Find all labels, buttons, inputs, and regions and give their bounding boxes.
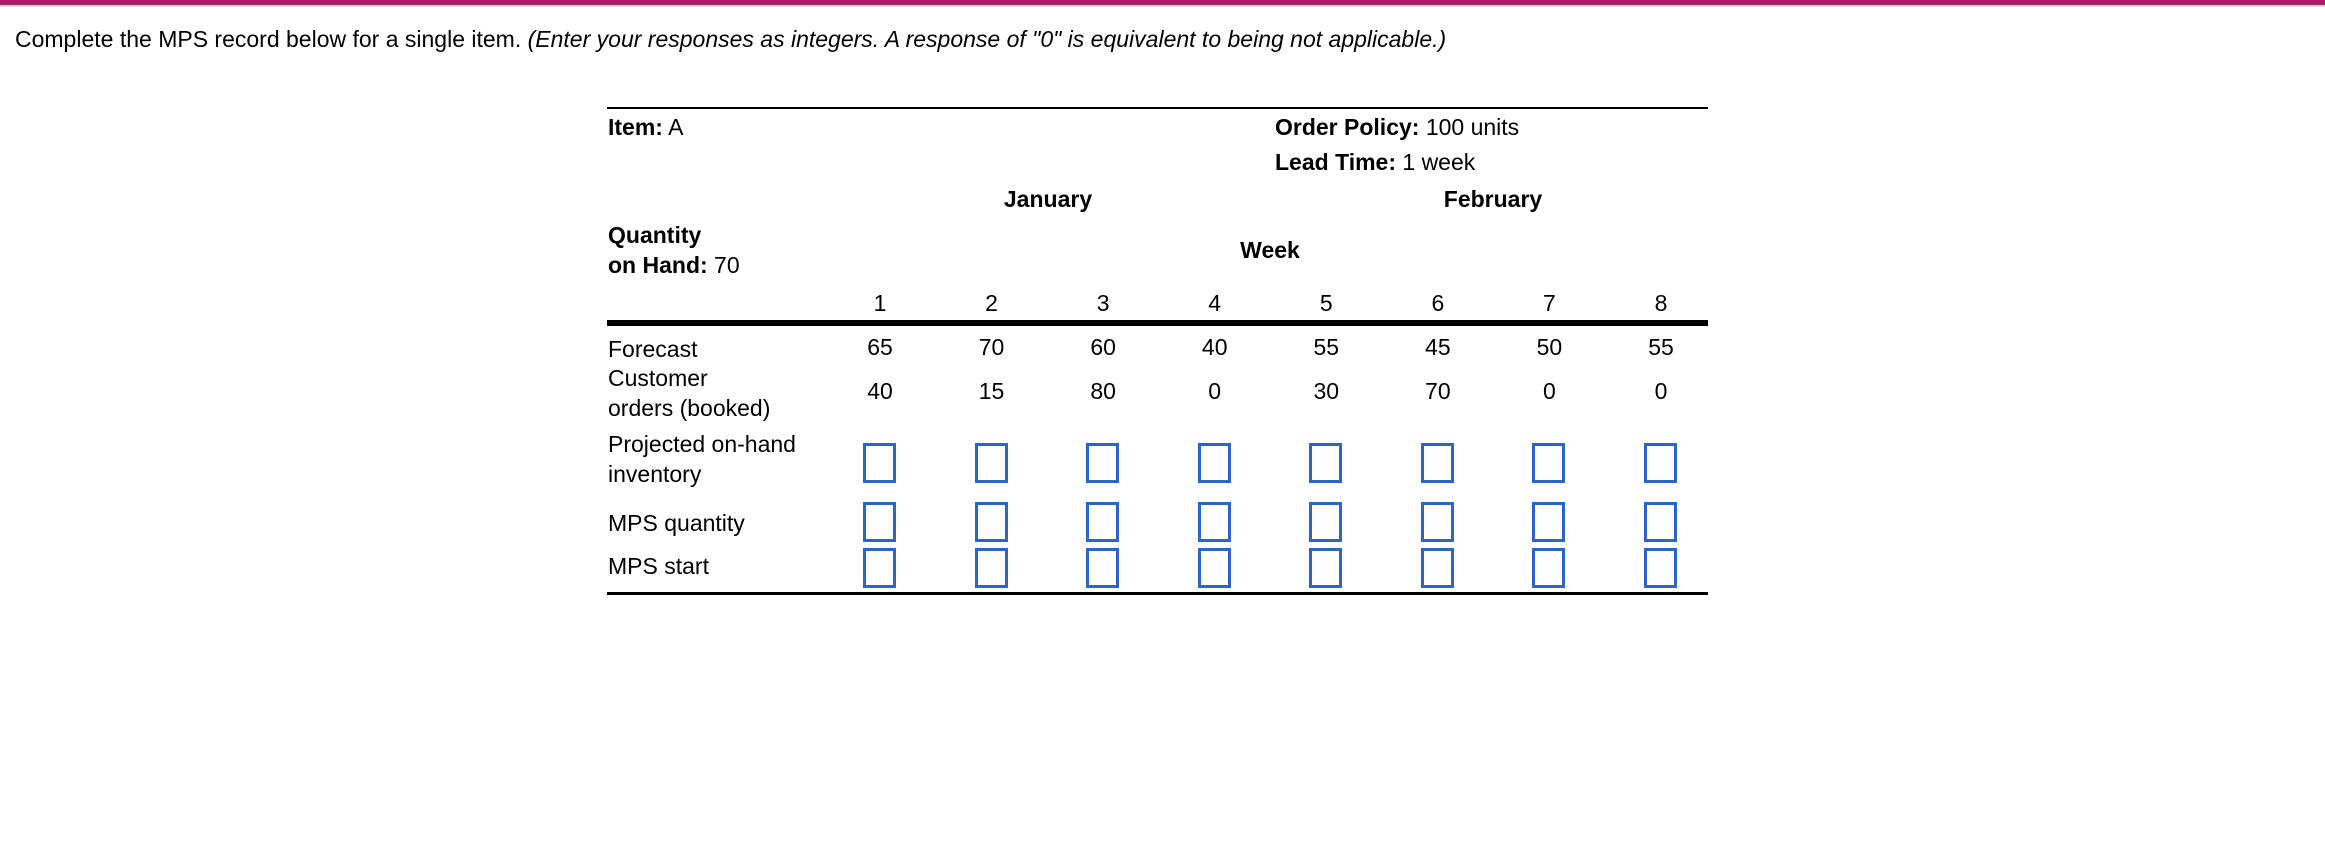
mps-start-input-week-3[interactable] bbox=[1086, 548, 1120, 588]
row-label-projected-inventory-line2: inventory bbox=[608, 461, 702, 487]
customer-orders-value-week-7: 0 bbox=[1543, 378, 1556, 404]
week-header: Week bbox=[1240, 237, 1300, 263]
row-label-mps-start: MPS start bbox=[608, 551, 709, 581]
quantity-on-hand-line2: on Hand: 70 bbox=[608, 252, 740, 278]
mps-start-input-week-4[interactable] bbox=[1197, 548, 1231, 588]
mps-quantity-input-week-7[interactable] bbox=[1532, 502, 1566, 542]
projected-inventory-input-week-3[interactable] bbox=[1086, 443, 1120, 483]
week-number-5: 5 bbox=[1319, 290, 1333, 316]
mps-start-input-week-8[interactable] bbox=[1643, 548, 1677, 588]
lead-time-value: 1 week bbox=[1402, 149, 1476, 175]
lead-time-field: Lead Time: 1 week bbox=[1275, 149, 1475, 175]
row-label-mps-quantity: MPS quantity bbox=[608, 508, 745, 538]
projected-inventory-input-week-7[interactable] bbox=[1532, 443, 1566, 483]
lead-time-label: Lead Time: bbox=[1275, 149, 1396, 175]
mps-start-input-week-6[interactable] bbox=[1420, 548, 1454, 588]
forecast-value-week-6: 45 bbox=[1425, 334, 1451, 360]
forecast-value-week-1: 65 bbox=[867, 334, 893, 360]
order-policy-label: Order Policy: bbox=[1275, 114, 1420, 140]
projected-inventory-input-week-2[interactable] bbox=[974, 443, 1008, 483]
table-heavy-rule bbox=[607, 320, 1708, 326]
projected-inventory-input-week-6[interactable] bbox=[1420, 443, 1454, 483]
mps-start-input-week-2[interactable] bbox=[974, 548, 1008, 588]
week-number-7: 7 bbox=[1543, 290, 1556, 316]
question-text-regular: Complete the MPS record below for a sing… bbox=[15, 26, 528, 52]
mps-quantity-input-week-3[interactable] bbox=[1086, 502, 1120, 542]
top-accent-bar bbox=[0, 0, 2325, 5]
forecast-value-week-3: 60 bbox=[1090, 334, 1116, 360]
week-number-8: 8 bbox=[1654, 290, 1668, 316]
customer-orders-value-week-1: 40 bbox=[867, 378, 893, 404]
item-label: Item: bbox=[608, 114, 663, 140]
mps-quantity-input-week-2[interactable] bbox=[974, 502, 1008, 542]
mps-start-input-week-5[interactable] bbox=[1309, 548, 1343, 588]
row-label-customer-orders-line2: orders (booked) bbox=[608, 395, 771, 421]
customer-orders-value-week-4: 0 bbox=[1208, 378, 1222, 404]
row-label-customer-orders-line1: Customer bbox=[608, 365, 708, 391]
question-text: Complete the MPS record below for a sing… bbox=[15, 25, 1446, 53]
mps-quantity-input-week-1[interactable] bbox=[863, 502, 896, 542]
quantity-on-hand-line1: Quantity bbox=[608, 222, 702, 248]
mps-quantity-input-week-4[interactable] bbox=[1197, 502, 1231, 542]
row-label-forecast: Forecast bbox=[608, 334, 697, 364]
projected-inventory-input-week-1[interactable] bbox=[863, 443, 896, 483]
table-bottom-rule bbox=[607, 592, 1708, 595]
customer-orders-value-week-5: 30 bbox=[1313, 378, 1340, 404]
top-accent-underline bbox=[0, 5, 2325, 7]
customer-orders-value-week-6: 70 bbox=[1425, 378, 1451, 404]
week-number-3: 3 bbox=[1096, 290, 1110, 316]
row-label-mps-quantity-line1: MPS quantity bbox=[608, 510, 745, 536]
row-label-forecast-line1: Forecast bbox=[608, 336, 698, 362]
order-policy-value: 100 units bbox=[1425, 114, 1520, 140]
month-header-february: February bbox=[1443, 186, 1543, 212]
forecast-value-week-4: 40 bbox=[1201, 334, 1228, 360]
month-header-january: January bbox=[1003, 186, 1093, 212]
forecast-value-week-5: 55 bbox=[1313, 334, 1340, 360]
mps-start-input-week-1[interactable] bbox=[863, 548, 896, 588]
mps-quantity-input-week-6[interactable] bbox=[1420, 502, 1454, 542]
order-policy-field: Order Policy: 100 units bbox=[1275, 114, 1519, 140]
quantity-on-hand-label: on Hand: bbox=[608, 252, 708, 278]
week-number-4: 4 bbox=[1208, 290, 1222, 316]
question-text-italic: (Enter your responses as integers. A res… bbox=[527, 26, 1447, 52]
row-label-projected-inventory: Projected on-hand inventory bbox=[608, 429, 796, 489]
customer-orders-value-week-3: 80 bbox=[1090, 378, 1116, 404]
mps-quantity-input-week-5[interactable] bbox=[1309, 502, 1343, 542]
projected-inventory-input-week-5[interactable] bbox=[1309, 443, 1343, 483]
mps-quantity-input-week-8[interactable] bbox=[1643, 502, 1677, 542]
item-field: Item: A bbox=[608, 114, 683, 140]
forecast-value-week-8: 55 bbox=[1648, 334, 1674, 360]
week-number-2: 2 bbox=[985, 290, 998, 316]
quantity-on-hand-value: 70 bbox=[714, 252, 740, 278]
customer-orders-value-week-2: 15 bbox=[978, 378, 1005, 404]
week-number-1: 1 bbox=[873, 290, 887, 316]
row-label-mps-start-line1: MPS start bbox=[608, 553, 709, 579]
customer-orders-value-week-8: 0 bbox=[1654, 378, 1668, 404]
table-top-rule bbox=[607, 107, 1708, 109]
forecast-value-week-7: 50 bbox=[1536, 334, 1563, 360]
mps-start-input-week-7[interactable] bbox=[1532, 548, 1566, 588]
forecast-value-week-2: 70 bbox=[978, 334, 1005, 360]
item-value: A bbox=[668, 114, 684, 140]
week-number-6: 6 bbox=[1431, 290, 1445, 316]
projected-inventory-input-week-4[interactable] bbox=[1197, 443, 1231, 483]
projected-inventory-input-week-8[interactable] bbox=[1643, 443, 1677, 483]
row-label-projected-inventory-line1: Projected on-hand bbox=[608, 431, 796, 457]
row-label-customer-orders: Customer orders (booked) bbox=[608, 363, 770, 423]
